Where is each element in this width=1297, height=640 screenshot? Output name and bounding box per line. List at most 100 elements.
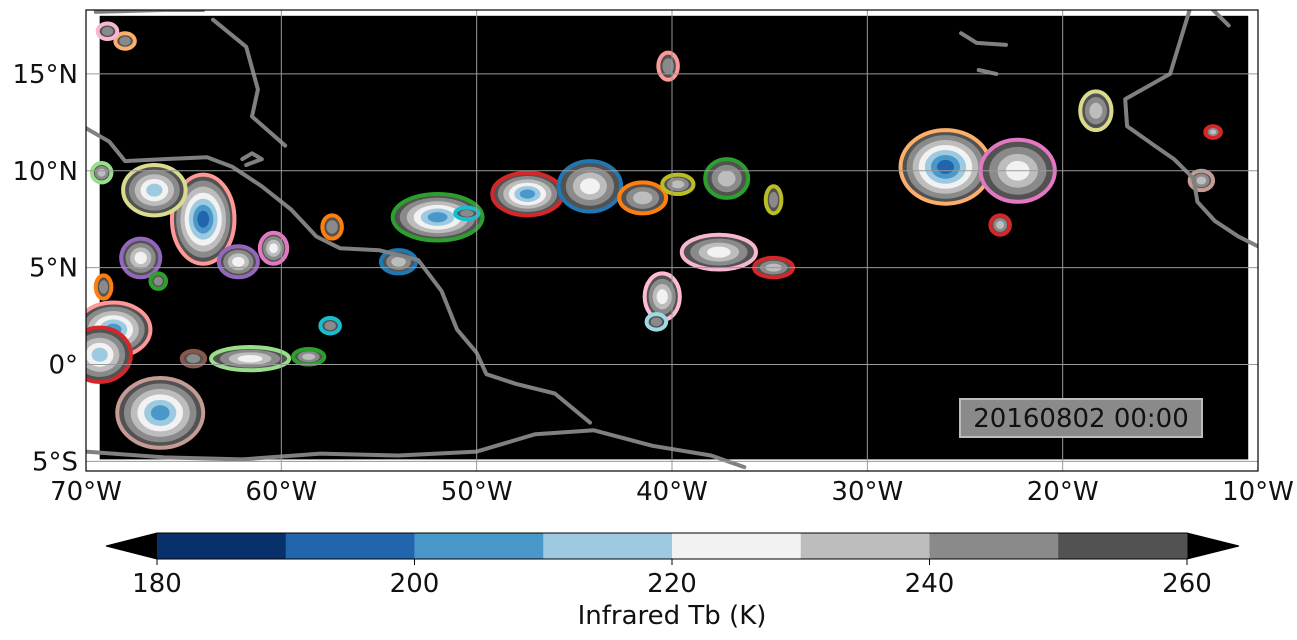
colorbar-segment	[414, 533, 544, 559]
cloud-system	[148, 271, 169, 291]
cloud-system	[86, 325, 133, 384]
map-panel: 20160802 00:00	[86, 10, 1258, 471]
contour-level	[324, 321, 336, 331]
cloud-system	[988, 213, 1012, 237]
longitude-tick-label: 20°W	[1027, 477, 1099, 507]
colorbar: 180 200 220 240 260	[105, 532, 1240, 599]
contour-level	[97, 168, 106, 177]
cloud-system	[113, 31, 137, 51]
coastline	[1123, 10, 1258, 249]
colorbar-segment	[929, 533, 1059, 559]
longitude-tick-label: 40°W	[636, 477, 708, 507]
cloud-system	[644, 312, 669, 332]
colorbar-segment	[157, 533, 287, 559]
cloud-system	[898, 128, 993, 206]
cloud-system	[679, 232, 758, 272]
colorbar-tick-label: 240	[905, 569, 955, 599]
contour-level	[633, 191, 653, 205]
colorbar-segment	[672, 533, 802, 559]
longitude-tick-label: 30°W	[831, 477, 903, 507]
cloud-system	[617, 180, 669, 216]
cloud-systems-layer	[86, 21, 1223, 450]
contour-level	[519, 189, 536, 199]
latitude-tick-label: 5°N	[29, 254, 78, 284]
cloud-system	[121, 162, 188, 218]
cloud-system	[656, 50, 680, 82]
contour-level	[656, 289, 668, 305]
contour-level	[232, 256, 245, 267]
colorbar-tick-label: 200	[390, 569, 440, 599]
contour-level	[91, 347, 108, 362]
contour-level	[269, 243, 278, 254]
cloud-system	[95, 21, 120, 42]
contour-level	[146, 183, 163, 197]
contour-level	[996, 221, 1005, 229]
graticule	[86, 10, 1258, 471]
contour-level	[153, 276, 163, 286]
cloud-system	[490, 170, 565, 218]
colorbar-under-arrow	[106, 533, 157, 559]
colorbar-tick-label: 260	[1162, 569, 1212, 599]
cloud-system	[1078, 89, 1114, 133]
longitude-tick-label: 60°W	[245, 477, 317, 507]
cloud-system	[89, 161, 114, 185]
contour-level	[186, 354, 201, 364]
contour-level	[1089, 102, 1103, 119]
colorbar-label: Infrared Tb (K)	[578, 601, 767, 631]
contour-level	[150, 405, 170, 421]
contour-level	[427, 212, 448, 223]
contour-level	[1209, 129, 1217, 135]
cloud-system	[291, 346, 327, 367]
colorbar-over-arrow	[1187, 533, 1239, 559]
coastline	[93, 10, 206, 14]
latitude-tick-label: 15°N	[12, 60, 78, 90]
contour-level	[936, 159, 954, 174]
cloud-system	[320, 213, 344, 241]
contour-level	[662, 58, 674, 75]
latitude-tick-label: 0°	[48, 350, 78, 380]
coastline	[976, 68, 999, 76]
contour-level	[237, 354, 263, 363]
latitude-tick-labels: 15°N 10°N 5°N 0° 5°S	[12, 60, 78, 477]
coastline	[959, 31, 1008, 47]
cloud-system	[703, 157, 751, 200]
cloud-system	[453, 205, 481, 222]
contour-level	[460, 209, 474, 217]
contour-level	[1196, 176, 1207, 185]
cloud-system	[209, 345, 292, 373]
colorbar-tick-label: 220	[647, 569, 697, 599]
contour-level	[391, 257, 406, 267]
colorbar-segment	[800, 533, 930, 559]
contour-level	[769, 191, 779, 208]
longitude-tick-label: 70°W	[50, 477, 122, 507]
colorbar-segment	[285, 533, 415, 559]
cloud-system	[179, 348, 208, 369]
coastline	[86, 126, 592, 425]
cloud-system	[318, 315, 342, 336]
timestamp-background	[959, 398, 1203, 438]
contour-level	[119, 36, 131, 46]
contour-level	[580, 178, 600, 195]
cloud-system	[216, 244, 260, 280]
cloud-system	[642, 271, 682, 322]
cloud-system	[115, 376, 206, 450]
cloud-system	[1203, 124, 1223, 140]
satellite-data-area	[99, 15, 1249, 460]
coastline	[211, 17, 288, 148]
coastline	[240, 151, 264, 167]
cloud-system	[763, 184, 784, 216]
cloud-system	[119, 236, 163, 280]
colorbar-tick-label: 180	[132, 569, 182, 599]
contour-level	[326, 220, 338, 234]
colorbar-segment	[1058, 533, 1188, 559]
latitude-tick-label: 5°S	[32, 447, 78, 477]
longitude-tick-label: 10°W	[1222, 477, 1294, 507]
cloud-system	[390, 192, 485, 243]
colorbar-segment	[543, 533, 673, 559]
contour-level	[707, 246, 731, 258]
cloud-system	[169, 172, 237, 266]
longitude-tick-label: 50°W	[441, 477, 513, 507]
contour-level	[650, 317, 663, 327]
contour-level	[671, 180, 685, 189]
